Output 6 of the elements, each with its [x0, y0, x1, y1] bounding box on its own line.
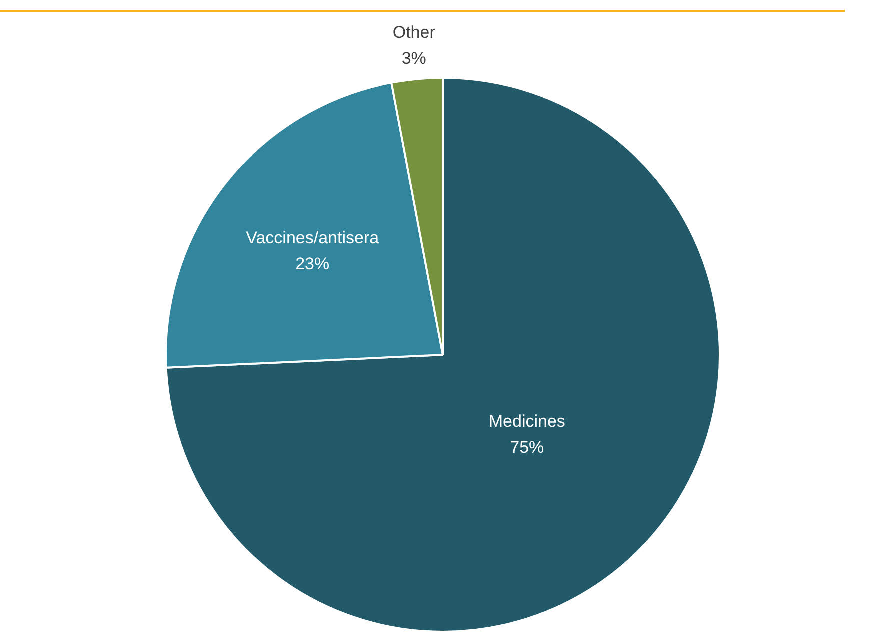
data-label: 23% [296, 254, 330, 274]
data-label: 3% [402, 49, 426, 68]
data-label: 75% [510, 438, 544, 458]
slice-label: Other [392, 23, 436, 42]
slice-label: Vaccines/antisera [246, 228, 380, 248]
slice-label: Medicines [488, 412, 566, 432]
